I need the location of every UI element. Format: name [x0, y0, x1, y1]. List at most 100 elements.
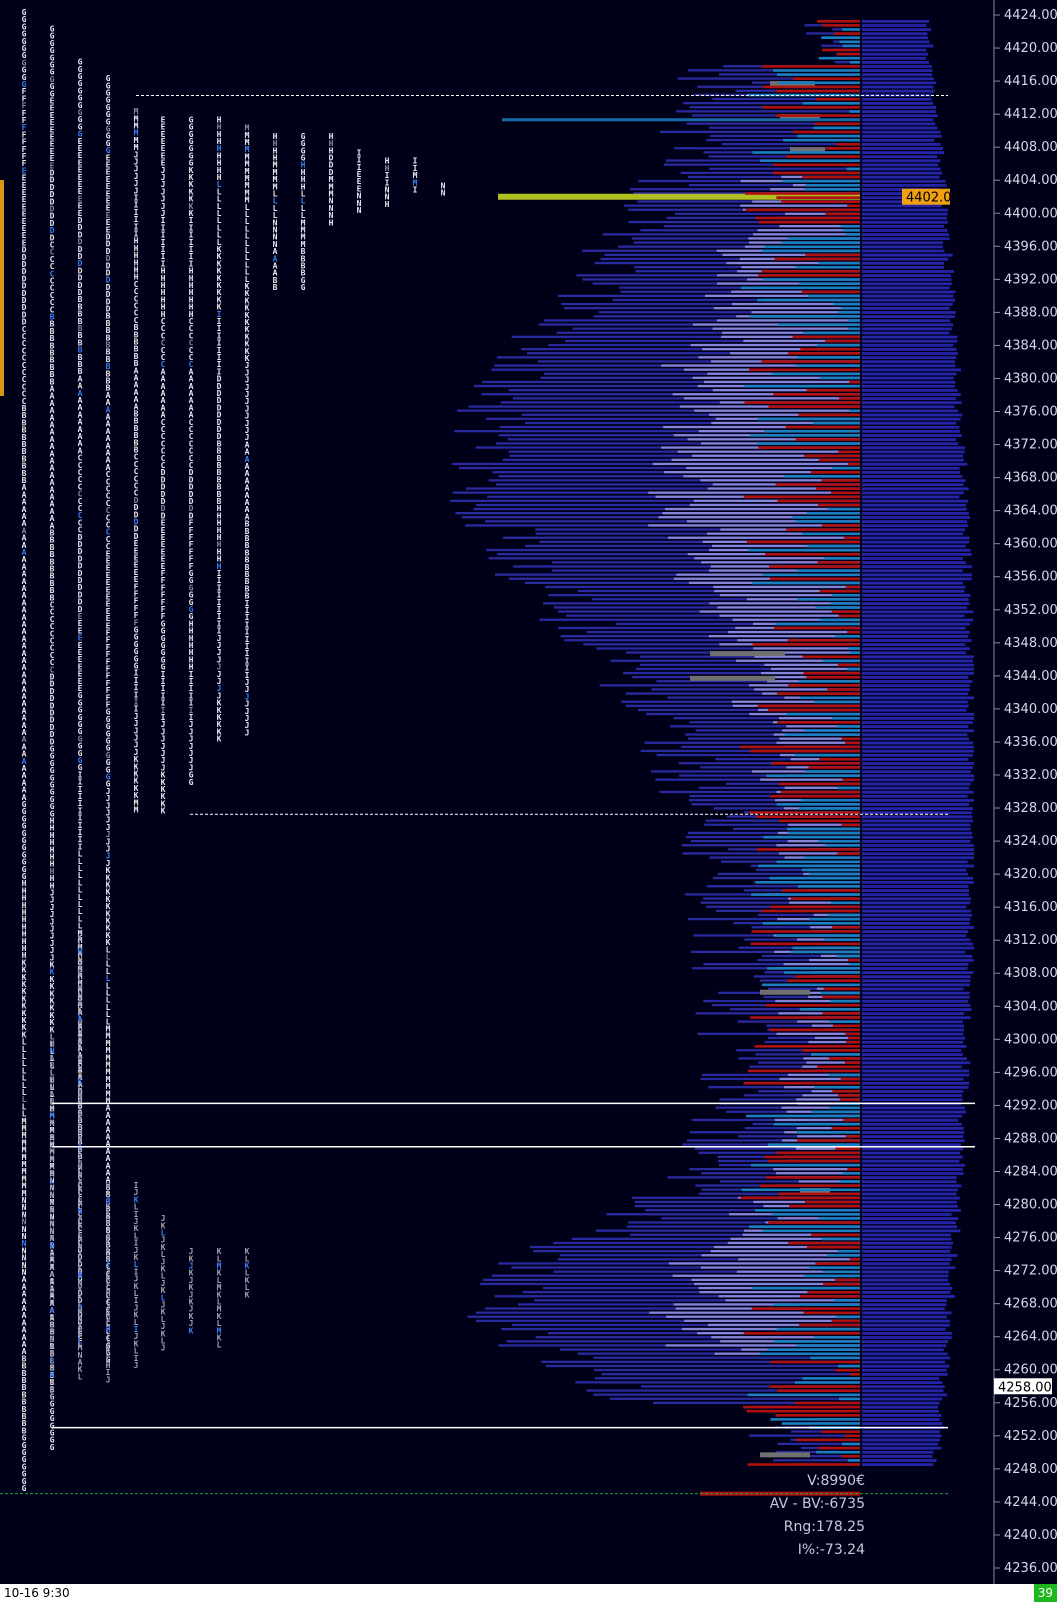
tpo-letter: L: [106, 967, 111, 976]
tpo-letter: L: [217, 223, 222, 232]
tpo-letter: B: [50, 356, 55, 365]
volume-bar: [629, 188, 860, 191]
sell-delta-bar: [766, 1176, 860, 1179]
tpo-letter: G: [106, 758, 111, 767]
tpo-letter: J: [50, 953, 55, 962]
tpo-letter: M: [134, 114, 139, 123]
cumulative-volume-bar: [862, 458, 964, 462]
tpo-letter: L: [161, 1228, 166, 1237]
tpo-letter: C: [189, 360, 194, 369]
cumulative-volume-bar: [862, 430, 960, 433]
tpo-letter: I: [134, 222, 139, 231]
tpo-letter: C: [161, 447, 166, 456]
buy-delta-bar: [823, 557, 860, 560]
tpo-letter: C: [189, 331, 194, 340]
tpo-letter: L: [161, 1250, 166, 1259]
tpo-letter: E: [78, 166, 83, 175]
cumulative-volume-bar: [862, 134, 942, 138]
tpo-letter: K: [106, 880, 111, 889]
cumulative-volume-bar: [862, 335, 958, 339]
buy-delta-bar: [824, 938, 860, 941]
value-area-bar: [722, 331, 860, 334]
cumulative-volume-bar: [862, 421, 957, 425]
cumulative-volume-bar: [862, 573, 972, 577]
tpo-letter: A: [50, 1234, 55, 1243]
tpo-letter: B: [134, 424, 139, 433]
tpo-letter: C: [22, 390, 27, 399]
tpo-letter: N: [78, 1315, 83, 1324]
tpo-letter: G: [50, 759, 55, 768]
tpo-letter: D: [78, 288, 83, 297]
cumulative-volume-bar: [862, 1069, 970, 1073]
buy-delta-bar: [836, 954, 860, 958]
tpo-letter: H: [217, 166, 222, 175]
buy-delta-bar: [769, 876, 860, 880]
value-area-bar: [779, 1077, 860, 1081]
tpo-letter: N: [22, 1239, 27, 1248]
buy-delta-bar: [802, 102, 860, 105]
tpo-letter: A: [78, 439, 83, 448]
cumulative-volume-bar: [862, 782, 971, 786]
tpo-letter: K: [245, 332, 250, 341]
tpo-letter: B: [22, 1376, 27, 1385]
cumulative-volume-bar: [862, 643, 966, 646]
cumulative-volume-bar: [862, 922, 970, 925]
tpo-letter: D: [217, 425, 222, 434]
tpo-letter: A: [106, 1140, 111, 1149]
cumulative-volume-bar: [862, 261, 945, 265]
tpo-letter: H: [217, 519, 222, 528]
buy-delta-bar: [837, 786, 860, 790]
tpo-letter: K: [78, 1077, 83, 1086]
tpo-letter: G: [22, 1484, 27, 1493]
tpo-letter: C: [189, 439, 194, 448]
tpo-letter: F: [134, 604, 139, 613]
volume-bar: [501, 1327, 860, 1331]
tpo-letter: A: [134, 381, 139, 390]
sell-delta-bar: [747, 1463, 860, 1466]
cumulative-volume-bar: [862, 930, 969, 933]
value-area-bar: [709, 413, 860, 416]
tpo-letter: G: [50, 795, 55, 804]
buy-delta-bar: [796, 1344, 860, 1347]
tpo-letter: B: [22, 1419, 27, 1428]
tpo-letter: K: [189, 180, 194, 189]
sell-delta-bar: [837, 852, 860, 855]
value-area-bar: [743, 339, 860, 343]
tpo-letter: I: [189, 706, 194, 715]
tpo-letter: J: [189, 1290, 194, 1299]
tpo-letter: M: [273, 161, 278, 170]
cumulative-volume-bar: [862, 1004, 971, 1007]
cumulative-volume-bar: [862, 512, 969, 515]
tpo-letter: B: [106, 384, 111, 393]
tpo-letter: E: [106, 211, 111, 220]
cumulative-volume-bar: [862, 249, 945, 253]
cumulative-volume-bar: [862, 729, 974, 733]
cumulative-volume-bar: [862, 503, 966, 507]
tpo-letter: H: [217, 130, 222, 139]
sell-delta-bar: [769, 565, 860, 568]
tpo-letter: L: [50, 1054, 55, 1063]
sell-delta-bar: [849, 1373, 860, 1376]
cumulative-volume-bar: [862, 352, 958, 355]
cumulative-volume-bar: [862, 1336, 952, 1339]
tpo-letter: A: [50, 1285, 55, 1294]
tpo-letter: M: [134, 129, 139, 138]
volume-bar: [615, 622, 860, 625]
value-area-bar: [672, 393, 860, 396]
value-area-bar: [700, 479, 860, 482]
tpo-letter: J: [161, 756, 166, 765]
tpo-letter: G: [106, 751, 111, 760]
cumulative-volume-bar: [862, 753, 973, 757]
tpo-letter: C: [50, 262, 55, 271]
value-area-bar: [714, 589, 860, 593]
grey-volume-cluster: [760, 989, 810, 995]
tpo-letter: L: [245, 268, 250, 277]
tpo-letter: G: [189, 130, 194, 139]
tpo-letter: G: [22, 58, 27, 67]
tpo-letter: B: [134, 410, 139, 419]
cumulative-volume-bar: [862, 438, 957, 441]
tpo-letter: D: [106, 261, 111, 270]
tpo-letter: A: [22, 786, 27, 795]
volume-bar: [640, 663, 860, 666]
